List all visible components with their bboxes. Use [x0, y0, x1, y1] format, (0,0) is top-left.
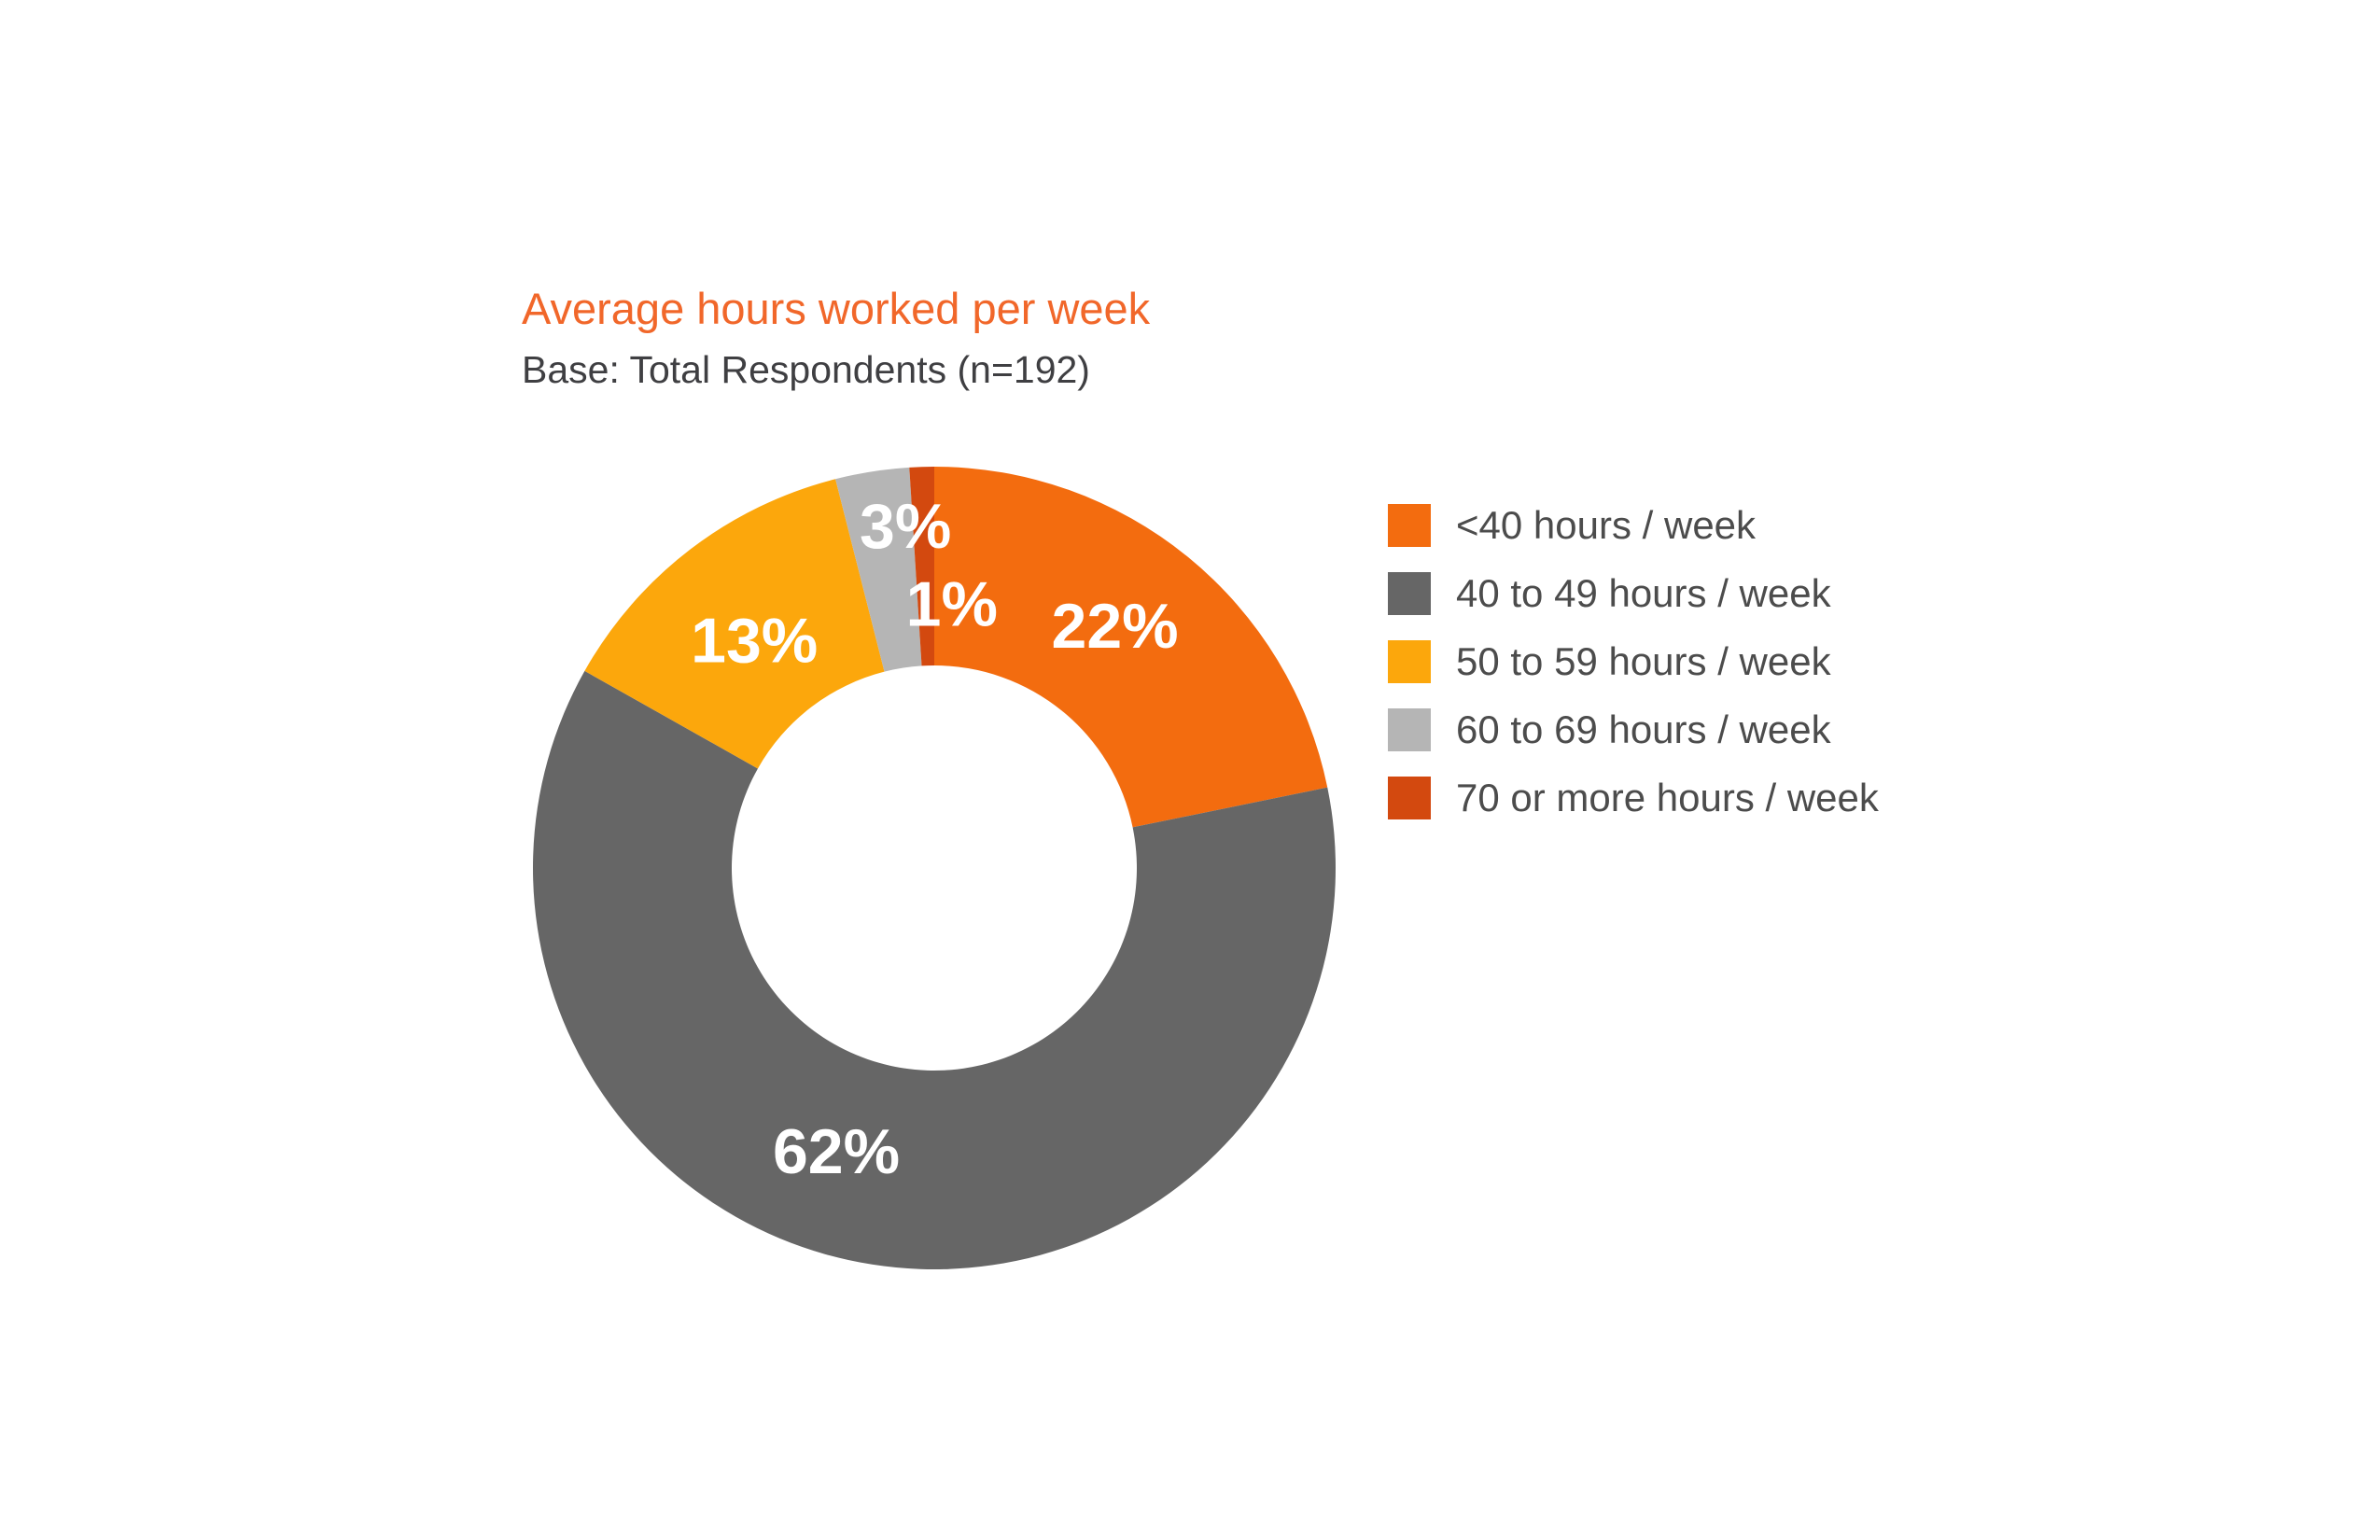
chart-base-note: Base: Total Respondents (n=192)	[522, 348, 1090, 391]
legend-item: 50 to 59 hours / week	[1388, 640, 1879, 683]
legend-item: 70 or more hours / week	[1388, 777, 1879, 819]
chart-title: Average hours worked per week	[522, 284, 1151, 333]
legend-swatch-icon	[1388, 708, 1431, 751]
legend-item: <40 hours / week	[1388, 504, 1879, 547]
legend-swatch-icon	[1388, 504, 1431, 547]
legend-swatch-icon	[1388, 777, 1431, 819]
donut-slice-label: 13%	[691, 606, 818, 677]
donut-slice-label: 1%	[906, 568, 998, 639]
donut-slice-3	[835, 467, 922, 672]
chart-legend: <40 hours / week 40 to 49 hours / week 50 …	[1388, 504, 1879, 819]
legend-swatch-icon	[1388, 640, 1431, 683]
donut-slice-4	[909, 467, 934, 666]
legend-label: 50 to 59 hours / week	[1456, 639, 1831, 683]
donut-slice-0	[934, 467, 1328, 828]
legend-label: 40 to 49 hours / week	[1456, 571, 1831, 615]
legend-label: <40 hours / week	[1456, 503, 1757, 547]
legend-label: 70 or more hours / week	[1456, 776, 1879, 819]
donut-slice-label: 3%	[860, 491, 951, 562]
legend-item: 60 to 69 hours / week	[1388, 708, 1879, 751]
legend-label: 60 to 69 hours / week	[1456, 707, 1831, 751]
donut-slice-2	[584, 479, 885, 769]
donut-slice-label: 62%	[773, 1116, 900, 1187]
donut-slice-1	[532, 670, 1336, 1269]
donut-slice-label: 22%	[1052, 591, 1179, 662]
legend-item: 40 to 49 hours / week	[1388, 572, 1879, 615]
legend-swatch-icon	[1388, 572, 1431, 615]
